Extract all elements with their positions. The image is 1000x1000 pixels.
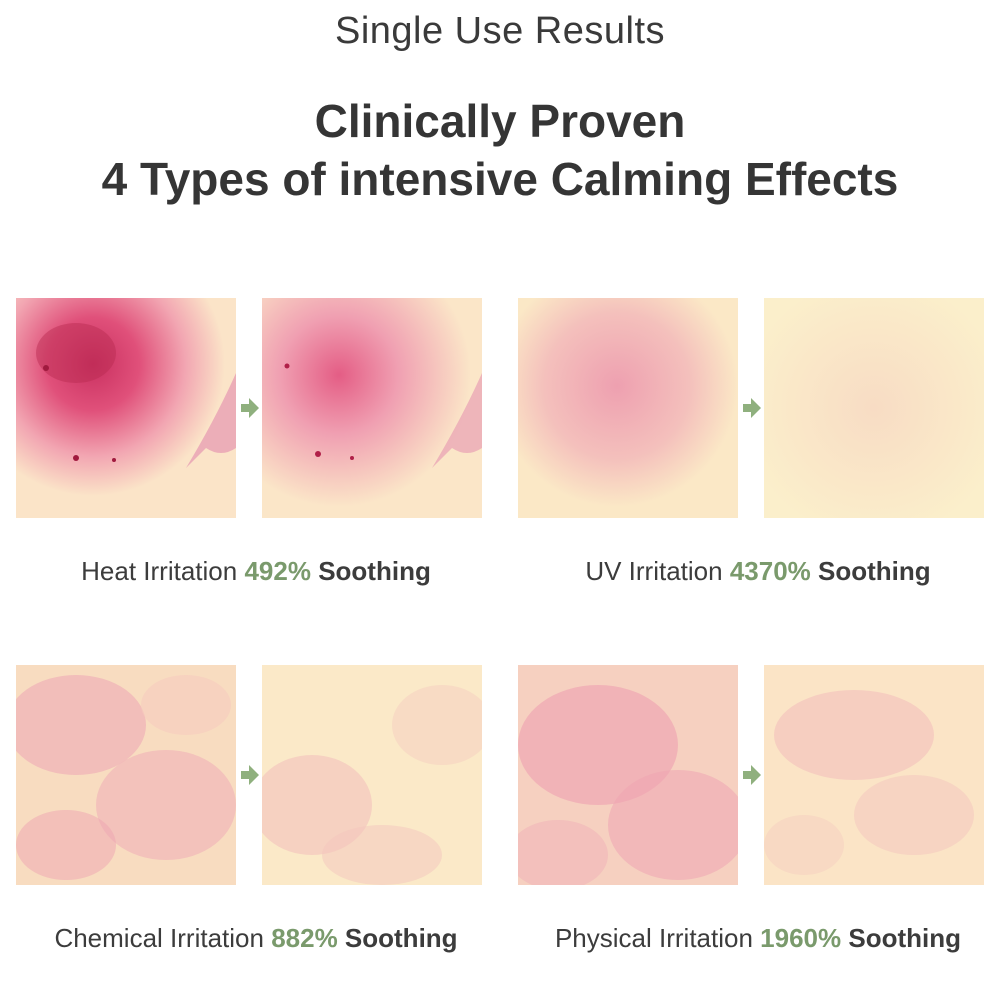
irritation-label: UV Irritation	[585, 556, 723, 586]
page-subtitle: Single Use Results	[334, 10, 666, 52]
soothing-label: Soothing	[344, 923, 458, 953]
result-caption: UV Irritation 4370% Soothing	[488, 556, 1000, 587]
before-image	[16, 298, 236, 518]
soothing-label: Soothing	[848, 923, 962, 953]
result-caption: Chemical Irritation 882% Soothing	[0, 923, 526, 954]
soothing-label: Soothing	[818, 556, 931, 586]
after-image	[764, 665, 984, 885]
soothing-label: Soothing	[318, 556, 431, 586]
arrow-right-icon	[743, 765, 761, 785]
soothing-percent: 4370%	[729, 556, 811, 586]
before-image	[16, 665, 236, 885]
title-line-1: Clinically Proven	[314, 95, 686, 147]
page-title: Clinically Proven 4 Types of intensive C…	[0, 92, 1000, 208]
title-line-2: 4 Types of intensive Calming Effects	[101, 153, 899, 205]
physical-before-skin	[518, 665, 738, 885]
heat-after-skin	[262, 298, 482, 518]
after-image	[262, 298, 482, 518]
soothing-percent: 882%	[271, 923, 338, 953]
result-caption: Heat Irritation 492% Soothing	[0, 556, 526, 587]
uv-before-skin	[518, 298, 738, 518]
physical-after-skin	[764, 665, 984, 885]
uv-after-skin	[764, 298, 984, 518]
irritation-label: Heat Irritation	[81, 556, 238, 586]
irritation-label: Chemical Irritation	[54, 923, 264, 953]
before-image	[518, 665, 738, 885]
soothing-percent: 1960%	[760, 923, 842, 953]
chemical-after-skin	[262, 665, 482, 885]
before-image	[518, 298, 738, 518]
result-panel-uv: UV Irritation 4370% Soothing	[518, 298, 998, 598]
result-panel-heat: Heat Irritation 492% Soothing	[16, 298, 496, 598]
result-caption: Physical Irritation 1960% Soothing	[488, 923, 1000, 954]
arrow-right-icon	[241, 398, 259, 418]
result-panel-physical: Physical Irritation 1960% Soothing	[518, 665, 998, 965]
after-image	[764, 298, 984, 518]
arrow-right-icon	[743, 398, 761, 418]
arrow-right-icon	[241, 765, 259, 785]
irritation-label: Physical Irritation	[554, 923, 753, 953]
soothing-percent: 492%	[244, 556, 311, 586]
after-image	[262, 665, 482, 885]
chemical-before-skin	[16, 665, 236, 885]
heat-before-skin	[16, 298, 236, 518]
result-panel-chemical: Chemical Irritation 882% Soothing	[16, 665, 496, 965]
